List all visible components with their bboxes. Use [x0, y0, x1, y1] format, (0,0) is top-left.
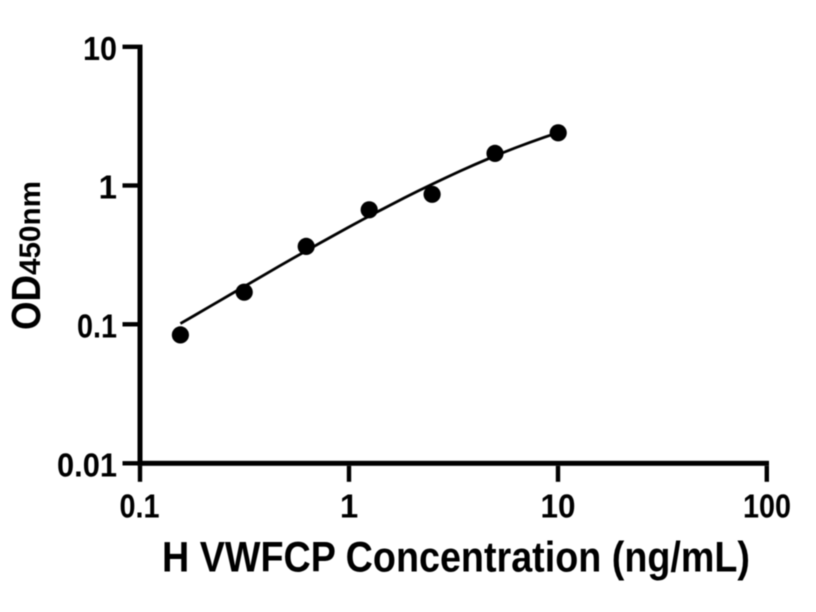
svg-text:0.1: 0.1: [77, 307, 117, 344]
svg-text:10: 10: [541, 488, 576, 525]
svg-text:100: 100: [743, 488, 791, 525]
svg-text:450nm: 450nm: [14, 181, 47, 275]
svg-text:0.1: 0.1: [120, 488, 160, 525]
svg-text:H VWFCP Concentration (ng/mL): H VWFCP Concentration (ng/mL): [162, 534, 750, 582]
svg-text:0.01: 0.01: [57, 446, 117, 483]
svg-text:1: 1: [99, 169, 117, 206]
svg-text:OD: OD: [3, 275, 49, 330]
svg-text:1: 1: [340, 488, 358, 525]
svg-text:10: 10: [83, 30, 117, 67]
